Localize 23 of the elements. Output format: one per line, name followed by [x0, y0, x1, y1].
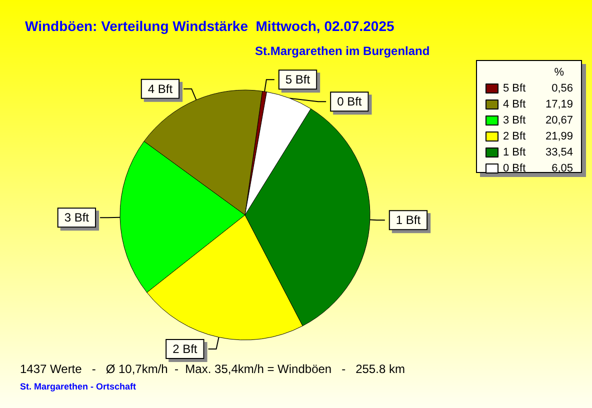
chart-title: Windböen: Verteilung Windstärke Mittwoch, 02.07.2025 [25, 18, 394, 34]
legend-title: % [554, 66, 564, 78]
data-label: 17,19 [545, 98, 573, 110]
slice-label: 4 Bft [148, 82, 174, 96]
legend-label: 3 Bft [503, 114, 526, 126]
legend-label: 0 Bft [503, 162, 526, 174]
data-label: 0,56 [552, 82, 573, 94]
legend-label: 5 Bft [503, 82, 526, 94]
legend-label: 1 Bft [503, 146, 526, 158]
text: St. Margarethen - Ortschaft [20, 382, 136, 392]
slice-label: 0 Bft [337, 94, 362, 109]
data-label: 33,54 [545, 146, 573, 158]
data-label: 6,05 [552, 162, 573, 174]
legend-label: 4 Bft [503, 98, 526, 110]
slice-label: 2 Bft [172, 342, 198, 356]
legend-label: 2 Bft [503, 130, 526, 142]
data-label: 20,67 [545, 114, 573, 126]
text: 1437 Werte - Ø 10,7km/h - Max. 35,4km/h = Windböen - 255.8 km [20, 362, 405, 376]
data-label: 21,99 [545, 130, 573, 142]
chart-subtitle: St.Margarethen im Burgenland [255, 44, 430, 58]
slice-label: 3 Bft [64, 210, 90, 225]
slice-label: 5 Bft [285, 72, 311, 87]
slice-label: 1 Bft [396, 213, 422, 228]
